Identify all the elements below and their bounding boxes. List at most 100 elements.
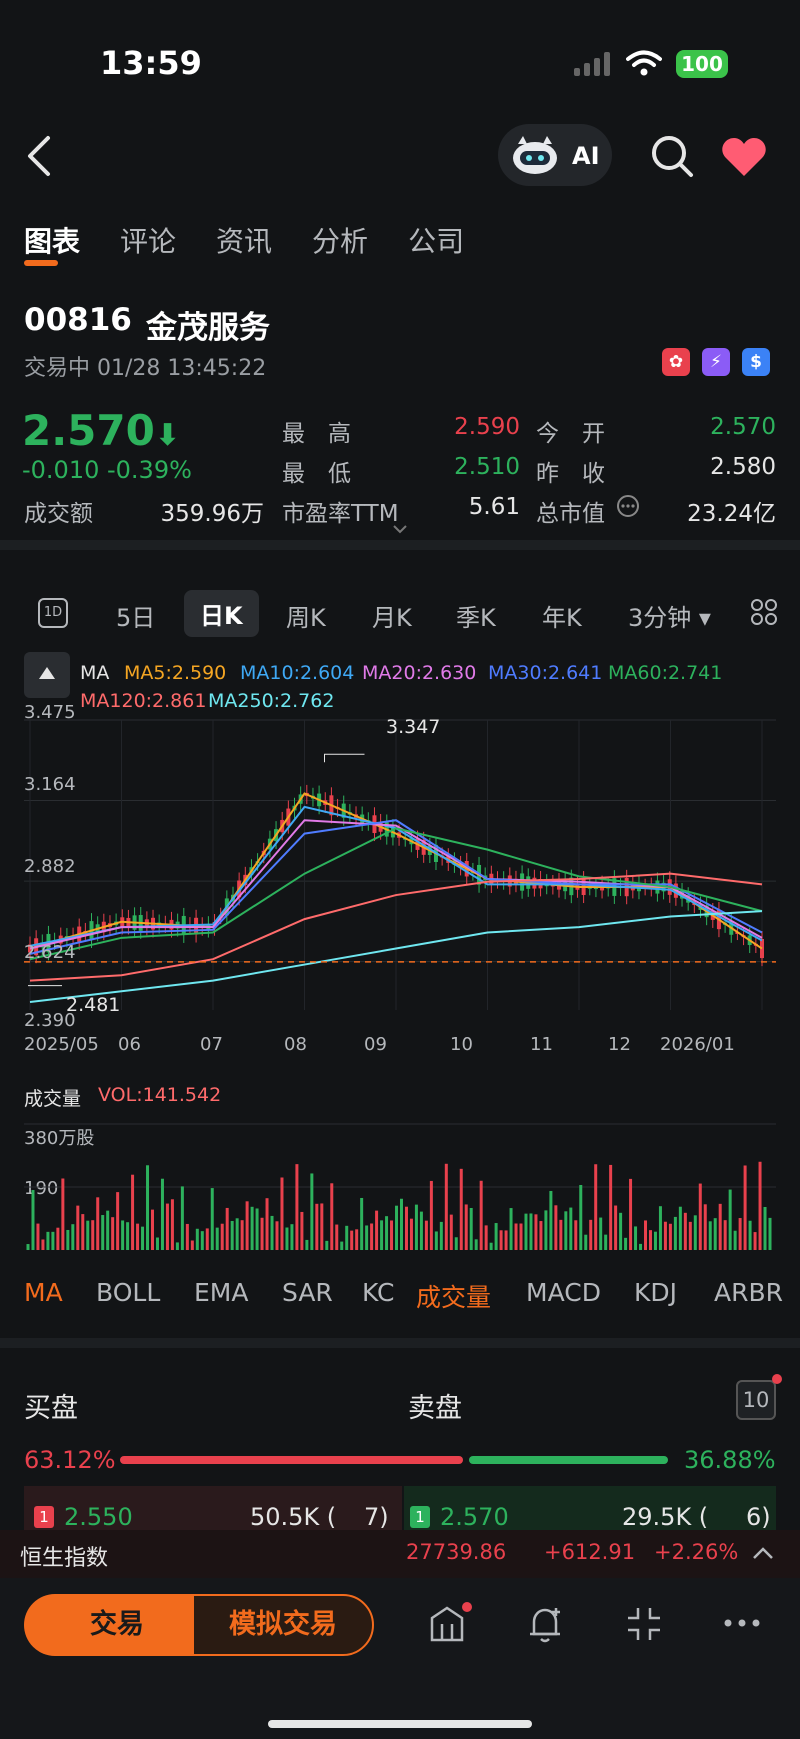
- bid-ratio-bar: [120, 1456, 463, 1464]
- period-yearly[interactable]: 年K: [542, 604, 582, 632]
- volume-bar: [459, 1168, 463, 1250]
- intraday-1d-icon[interactable]: 1D: [38, 598, 68, 628]
- bank-icon[interactable]: [428, 1604, 466, 1644]
- favorite-heart-icon[interactable]: [720, 136, 768, 178]
- depth-selector-button[interactable]: 10: [736, 1380, 776, 1420]
- volume-bar: [345, 1225, 349, 1250]
- sim-trade-button[interactable]: 模拟交易: [192, 1594, 374, 1656]
- indicator-arbr[interactable]: ARBR: [714, 1278, 783, 1307]
- search-icon[interactable]: [650, 134, 694, 178]
- volume-bar: [434, 1231, 438, 1250]
- volume-bar: [200, 1231, 204, 1250]
- indicator-kc[interactable]: KC: [362, 1278, 395, 1307]
- volume-bar: [265, 1198, 269, 1250]
- volume-bar: [91, 1220, 95, 1250]
- volume-chart[interactable]: [24, 1118, 776, 1254]
- index-name: 恒生指数: [20, 1546, 109, 1571]
- indicator-kdj[interactable]: KDJ: [634, 1278, 678, 1307]
- volume-bar: [624, 1237, 628, 1250]
- volume-bar: [71, 1224, 75, 1250]
- volume-bar: [589, 1219, 593, 1250]
- volume-bar: [539, 1221, 543, 1250]
- tab-chart[interactable]: 图表: [24, 220, 80, 266]
- volume-bar: [41, 1239, 45, 1250]
- volume-bar: [285, 1227, 289, 1250]
- volume-bar: [295, 1164, 299, 1250]
- price-alert-bell-icon[interactable]: [526, 1604, 564, 1644]
- dollar-badge-icon: $: [742, 348, 770, 376]
- volume-bar: [569, 1207, 573, 1250]
- fullscreen-collapse-icon[interactable]: [626, 1606, 662, 1642]
- price-chart[interactable]: [24, 710, 776, 1030]
- expand-chevron-icon[interactable]: [392, 524, 408, 534]
- tab-news[interactable]: 资讯: [216, 225, 273, 258]
- volume-bar: [141, 1226, 145, 1250]
- volume-bar: [609, 1164, 613, 1250]
- volume-bar: [703, 1204, 707, 1250]
- volume-bar: [658, 1206, 662, 1250]
- ma-legend-title: MA: [80, 662, 110, 684]
- volume-bar: [305, 1239, 309, 1250]
- period-monthly[interactable]: 月K: [372, 604, 412, 632]
- date-axis-label: 2026/01: [660, 1034, 735, 1055]
- indicator-boll[interactable]: BOLL: [96, 1278, 161, 1307]
- volume-bar: [449, 1214, 453, 1250]
- volume-bar: [474, 1239, 478, 1250]
- volume-bar: [170, 1199, 174, 1250]
- high-marker-label: 3.347: [386, 716, 441, 738]
- index-percent: +2.26%: [654, 1540, 739, 1564]
- tab-analysis[interactable]: 分析: [312, 225, 369, 258]
- indicator-sar[interactable]: SAR: [282, 1278, 333, 1307]
- volume-bar: [46, 1231, 50, 1250]
- volume-bar: [56, 1227, 60, 1250]
- indicator-macd[interactable]: MACD: [526, 1278, 601, 1307]
- volume-bar: [509, 1208, 513, 1250]
- volume-bar: [210, 1188, 214, 1250]
- tab-comments[interactable]: 评论: [120, 225, 177, 258]
- period-daily[interactable]: 日K: [184, 590, 259, 637]
- bid-header: 买盘: [24, 1393, 78, 1424]
- indicator-volume[interactable]: 成交量: [416, 1283, 492, 1312]
- high-marker-line: [324, 753, 365, 763]
- volume-bar: [355, 1229, 359, 1250]
- volume-bar: [693, 1215, 697, 1250]
- volume-bar: [484, 1225, 488, 1250]
- volume-bar: [524, 1213, 528, 1250]
- volume-bar: [375, 1210, 379, 1250]
- low-value: 2.510: [454, 454, 520, 480]
- chevron-up-icon[interactable]: [752, 1546, 774, 1560]
- volume-bar: [160, 1178, 164, 1250]
- back-arrow-icon[interactable]: [22, 134, 62, 178]
- trade-button[interactable]: 交易: [24, 1594, 210, 1656]
- grid-layout-icon[interactable]: [750, 598, 778, 626]
- index-ticker-bar[interactable]: [0, 1530, 800, 1578]
- volume-bar: [51, 1231, 55, 1250]
- period-quarterly[interactable]: 季K: [456, 604, 496, 632]
- volume-bar: [574, 1220, 578, 1250]
- date-axis-label: 09: [364, 1034, 387, 1055]
- index-value: 27739.86: [406, 1540, 507, 1564]
- date-axis-label: 11: [530, 1034, 553, 1055]
- more-info-icon[interactable]: [616, 494, 640, 518]
- period-3min[interactable]: 3分钟 ▾: [628, 604, 711, 632]
- volume-bar: [155, 1237, 159, 1250]
- volume-bar: [594, 1164, 598, 1250]
- ma120-legend: MA120:2.861: [80, 690, 207, 712]
- period-5day[interactable]: 5日: [116, 604, 156, 632]
- volume-bar: [648, 1230, 652, 1250]
- volume-bar: [683, 1212, 687, 1250]
- low-marker-label: 2.481: [66, 994, 121, 1016]
- more-options-icon[interactable]: [724, 1618, 760, 1628]
- collapse-legend-button[interactable]: [24, 652, 70, 698]
- tab-company[interactable]: 公司: [408, 225, 465, 258]
- period-weekly[interactable]: 周K: [286, 604, 326, 632]
- volume-bar: [245, 1201, 249, 1250]
- indicator-ema[interactable]: EMA: [194, 1278, 249, 1307]
- volume-bar: [280, 1177, 284, 1250]
- volume-bar: [220, 1223, 224, 1250]
- candle-body: [760, 938, 764, 959]
- indicator-ma[interactable]: MA: [24, 1278, 63, 1307]
- pe-label: 市盈率TTM: [282, 501, 399, 527]
- main-tabs: 图表 评论 资讯 分析 公司: [24, 220, 465, 266]
- ma250-legend: MA250:2.762: [208, 690, 335, 712]
